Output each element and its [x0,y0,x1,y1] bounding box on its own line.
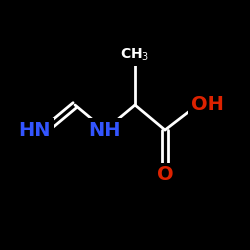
Text: CH$_3$: CH$_3$ [120,47,150,63]
Text: O: O [157,166,173,184]
Text: OH: OH [191,96,224,114]
Text: NH: NH [89,120,121,140]
Text: HN: HN [19,120,51,140]
